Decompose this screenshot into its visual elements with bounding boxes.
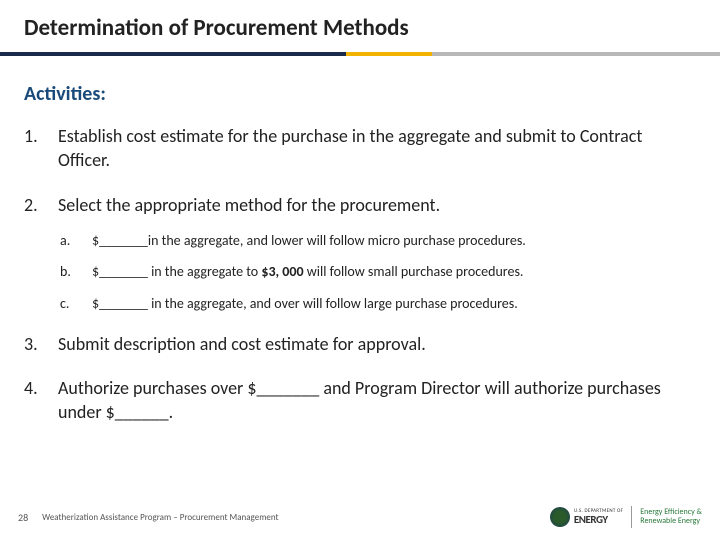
sub-list-item: a. $_______in the aggregate, and lower w…: [60, 231, 688, 251]
list-item: 1. Establish cost estimate for the purch…: [24, 124, 688, 173]
title-accent-bar: [0, 52, 720, 56]
sub-list-item: b. $_______ in the aggregate to $3, 000 …: [60, 262, 688, 282]
sub-list-container: a. $_______in the aggregate, and lower w…: [24, 231, 688, 314]
doe-text: U.S. DEPARTMENT OF ENERGY: [574, 509, 623, 525]
slide-title: Determination of Procurement Methods: [0, 0, 720, 52]
item-text: Submit description and cost estimate for…: [58, 332, 688, 356]
page-number: 28: [18, 511, 28, 524]
doe-big-text: ENERGY: [574, 514, 623, 525]
item-number: 4.: [24, 376, 58, 425]
sub-text: $_______ in the aggregate, and over will…: [92, 294, 688, 314]
doe-logo: U.S. DEPARTMENT OF ENERGY: [550, 507, 623, 527]
bar-segment-gray: [432, 52, 720, 56]
list-item: 2. Select the appropriate method for the…: [24, 193, 688, 217]
sub-text: $_______in the aggregate, and lower will…: [92, 231, 688, 251]
footer: 28 Weatherization Assistance Program – P…: [0, 506, 720, 528]
sub-text-prefix: $_______in the aggregate, and lower will…: [92, 232, 526, 249]
doe-seal-icon: [550, 507, 570, 527]
item-number: 3.: [24, 332, 58, 356]
sub-text-prefix: $_______ in the aggregate to: [92, 263, 261, 280]
sub-text: $_______ in the aggregate to $3, 000 wil…: [92, 262, 688, 282]
content-area: Activities: 1. Establish cost estimate f…: [0, 56, 720, 425]
sub-text-suffix: will follow small purchase procedures.: [304, 263, 524, 280]
bar-segment-gold: [346, 52, 432, 56]
item-number: 2.: [24, 193, 58, 217]
sub-list-item: c. $_______ in the aggregate, and over w…: [60, 294, 688, 314]
activities-list: 1. Establish cost estimate for the purch…: [24, 124, 688, 425]
item-text: Establish cost estimate for the purchase…: [58, 124, 688, 173]
sub-letter: a.: [60, 231, 92, 251]
eere-text: Energy Efficiency & Renewable Energy: [640, 508, 702, 526]
list-item: 4. Authorize purchases over $_______ and…: [24, 376, 688, 425]
item-text: Select the appropriate method for the pr…: [58, 193, 688, 217]
logo-block: U.S. DEPARTMENT OF ENERGY Energy Efficie…: [550, 506, 702, 528]
section-heading: Activities:: [24, 82, 688, 106]
list-item: 3. Submit description and cost estimate …: [24, 332, 688, 356]
item-text: Authorize purchases over $_______ and Pr…: [58, 376, 688, 425]
item-number: 1.: [24, 124, 58, 173]
sub-text-prefix: $_______ in the aggregate, and over will…: [92, 295, 518, 312]
sub-letter: c.: [60, 294, 92, 314]
bar-segment-navy: [0, 52, 346, 56]
footer-text: Weatherization Assistance Program – Proc…: [42, 512, 550, 523]
logo-divider: [631, 506, 632, 528]
sub-letter: b.: [60, 262, 92, 282]
sub-text-bold: $3, 000: [261, 263, 303, 280]
sub-list: a. $_______in the aggregate, and lower w…: [60, 231, 688, 314]
eere-line2: Renewable Energy: [640, 517, 702, 526]
